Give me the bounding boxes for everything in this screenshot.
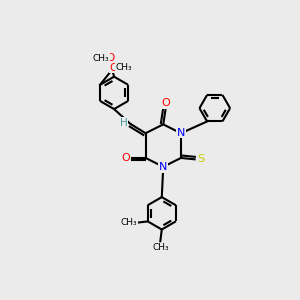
Text: N: N: [159, 162, 167, 172]
Text: CH₃: CH₃: [152, 243, 169, 252]
Text: CH₃: CH₃: [121, 218, 137, 227]
Text: O: O: [106, 53, 114, 63]
Text: S: S: [197, 154, 205, 164]
Text: CH₃: CH₃: [115, 63, 132, 72]
Text: O: O: [110, 63, 118, 73]
Text: N: N: [177, 128, 185, 138]
Text: O: O: [122, 153, 130, 163]
Text: O: O: [161, 98, 170, 109]
Text: CH₃: CH₃: [93, 54, 110, 63]
Text: H: H: [120, 118, 128, 128]
